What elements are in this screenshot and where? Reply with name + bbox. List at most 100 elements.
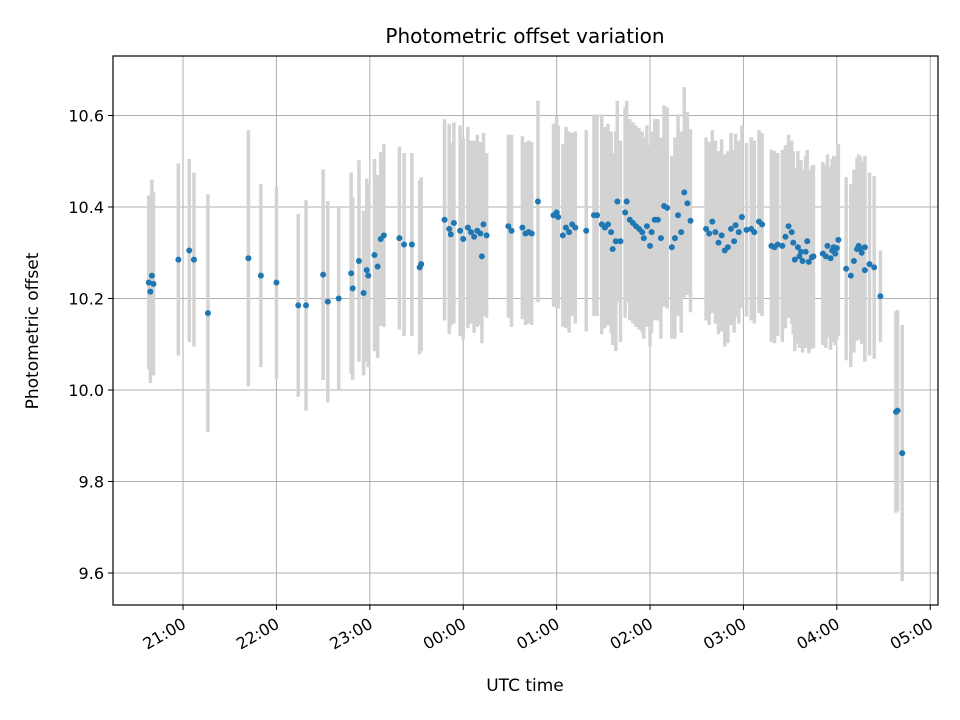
data-point (866, 261, 873, 268)
data-point (519, 224, 526, 231)
data-point (774, 241, 781, 248)
data-point (759, 221, 766, 228)
y-tick-label: 10.6 (68, 106, 104, 125)
data-point (471, 233, 478, 240)
data-point (788, 229, 795, 236)
data-point (348, 270, 355, 277)
data-point (822, 253, 829, 260)
data-point (858, 249, 865, 256)
data-point (245, 255, 252, 262)
data-point (446, 225, 453, 232)
x-tick-label: 05:00 (887, 614, 936, 654)
data-point (147, 288, 154, 295)
y-tick-label: 10.0 (68, 381, 104, 400)
data-point (622, 209, 629, 216)
x-tick-label: 01:00 (513, 614, 562, 654)
data-point (257, 272, 264, 279)
data-point (380, 232, 387, 239)
data-point (751, 229, 758, 236)
plot-frame (112, 55, 939, 606)
data-point (553, 209, 560, 216)
data-point (320, 271, 327, 278)
x-tick-label: 03:00 (700, 614, 749, 654)
data-point (824, 242, 831, 249)
data-point (709, 218, 716, 225)
data-point (559, 232, 566, 239)
data-point (605, 221, 611, 228)
data-point (534, 198, 541, 205)
x-tick-label: 22:00 (233, 614, 282, 654)
data-point (782, 233, 789, 240)
data-point (706, 230, 713, 237)
data-point (654, 216, 661, 223)
y-tick-label: 10.4 (68, 198, 104, 217)
data-point (794, 244, 801, 251)
data-point (566, 229, 573, 236)
data-point (335, 295, 342, 302)
data-point (583, 227, 590, 234)
data-point (871, 264, 878, 271)
data-points (145, 189, 906, 457)
data-point (468, 229, 475, 236)
data-point (799, 257, 806, 264)
data-point (508, 227, 515, 234)
data-point (857, 245, 864, 252)
data-point (505, 223, 512, 230)
data-point (150, 280, 157, 287)
data-point (608, 229, 615, 236)
data-point (401, 241, 408, 248)
data-point (657, 235, 664, 242)
data-point (648, 229, 655, 236)
data-point (204, 310, 211, 317)
error-bars (147, 87, 904, 582)
data-point (478, 253, 485, 260)
data-point (791, 256, 798, 263)
data-point (785, 223, 792, 230)
data-point (804, 238, 811, 245)
data-point (623, 198, 630, 205)
data-point (843, 265, 850, 272)
data-point (743, 226, 750, 233)
data-point (418, 261, 425, 268)
data-point (671, 235, 678, 242)
data-point (464, 224, 471, 231)
data-point (802, 248, 809, 255)
data-point (360, 289, 367, 296)
data-point (145, 279, 152, 286)
data-point (805, 258, 812, 265)
data-point (832, 250, 839, 257)
data-point (827, 255, 834, 262)
data-point (678, 229, 685, 236)
x-tick-label: 23:00 (326, 614, 375, 654)
data-point (835, 236, 842, 243)
chart-title: Photometric offset variation (385, 24, 664, 48)
data-point (779, 242, 786, 249)
data-point (365, 272, 372, 279)
data-point (457, 227, 464, 234)
data-point (639, 229, 646, 236)
x-tick-label: 00:00 (420, 614, 469, 654)
data-point (441, 216, 448, 223)
data-point (349, 285, 356, 292)
data-point (609, 246, 616, 253)
data-point (790, 239, 797, 246)
data-point (572, 224, 579, 231)
data-point (847, 272, 854, 279)
data-point (731, 238, 738, 245)
y-tick-label: 10.2 (68, 289, 104, 308)
data-point (528, 230, 535, 237)
data-point (727, 225, 734, 232)
data-point (408, 241, 415, 248)
data-point (712, 229, 719, 236)
data-point (303, 302, 310, 309)
data-point (732, 222, 739, 229)
data-point (681, 189, 688, 196)
data-point (718, 232, 725, 239)
data-point (612, 238, 619, 245)
data-point (594, 212, 601, 219)
data-point (460, 236, 467, 242)
data-point (617, 238, 624, 245)
data-point (562, 224, 569, 231)
data-point (715, 239, 722, 246)
